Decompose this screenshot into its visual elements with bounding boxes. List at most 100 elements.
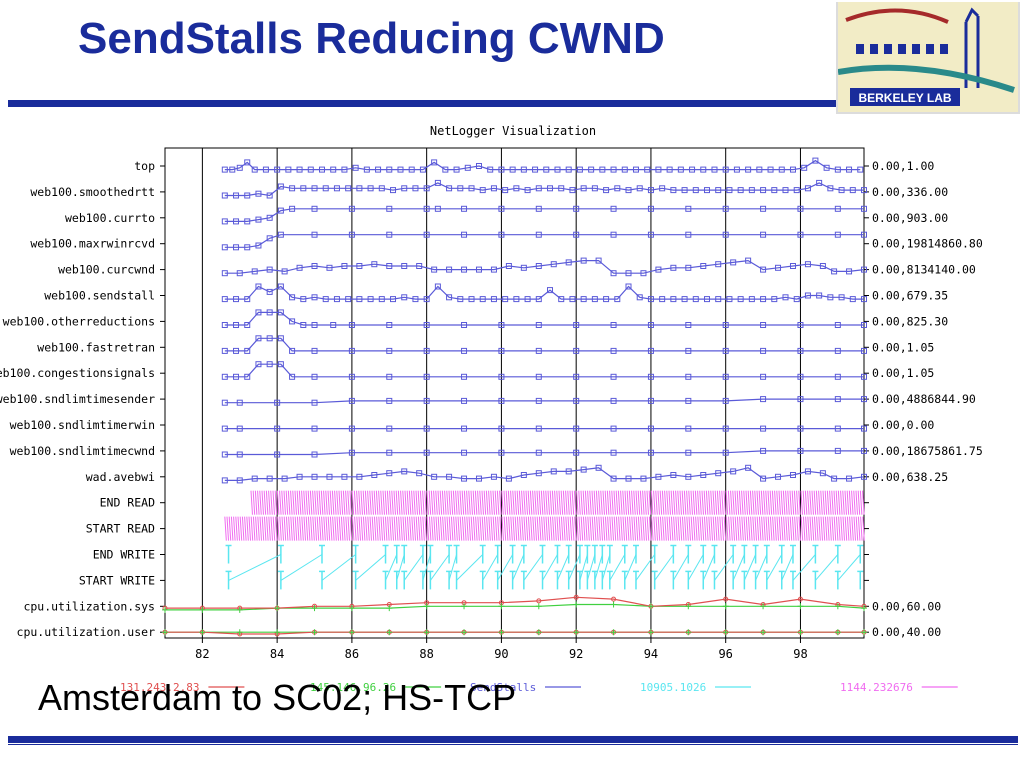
read-event	[661, 490, 665, 515]
series-marker	[311, 263, 318, 269]
read-event	[551, 490, 555, 515]
series-marker	[685, 449, 692, 456]
series-marker	[760, 187, 767, 194]
read-event	[827, 516, 830, 541]
series-marker	[498, 373, 505, 380]
read-event	[631, 490, 634, 515]
series-marker	[775, 264, 782, 271]
series-marker	[535, 347, 542, 354]
row-range: 0.00,679.35	[872, 289, 948, 303]
series-marker	[423, 397, 430, 404]
read-event	[409, 516, 412, 541]
read-event	[296, 516, 300, 541]
read-event	[640, 516, 643, 541]
cpu-green-marker	[647, 629, 654, 636]
series-marker	[363, 166, 370, 173]
read-event	[334, 490, 337, 515]
read-event	[593, 516, 597, 541]
read-event	[294, 490, 297, 515]
read-event	[730, 490, 733, 515]
chart-title: NetLogger Visualization	[430, 124, 596, 138]
read-event	[565, 516, 568, 541]
read-event	[818, 516, 821, 541]
series-marker	[846, 268, 853, 275]
series-marker	[838, 294, 845, 301]
read-event	[802, 490, 806, 515]
read-event	[725, 516, 729, 541]
series-marker	[834, 347, 841, 354]
series-marker	[797, 396, 804, 403]
series-marker	[307, 166, 314, 173]
series-marker	[498, 425, 505, 432]
cpu-red-marker	[573, 594, 579, 600]
series-marker	[345, 296, 352, 303]
series-marker	[431, 159, 438, 166]
read-event	[338, 516, 342, 541]
read-event	[758, 516, 762, 541]
read-event	[371, 516, 375, 541]
read-event	[378, 490, 381, 515]
series-marker	[345, 185, 352, 192]
series-marker	[461, 322, 468, 328]
write-connector	[396, 554, 405, 581]
read-event	[655, 490, 658, 515]
cpu-green-marker	[535, 603, 542, 610]
logo-text: BERKELEY LAB	[858, 91, 951, 105]
read-event	[501, 516, 505, 541]
read-event	[631, 516, 634, 541]
series-marker	[423, 373, 430, 380]
read-event	[747, 516, 751, 541]
read-event	[771, 490, 775, 515]
series-marker	[475, 475, 482, 482]
read-event	[325, 490, 328, 515]
series-marker	[647, 296, 654, 303]
write-connector	[448, 554, 458, 581]
write-connector	[512, 554, 525, 581]
series-marker	[535, 263, 542, 269]
series-line	[224, 450, 864, 456]
read-event	[305, 490, 308, 515]
read-event	[749, 490, 753, 515]
series-marker	[569, 296, 576, 303]
read-event	[252, 516, 256, 541]
read-event	[794, 516, 797, 541]
series-marker	[849, 296, 856, 303]
series-marker	[333, 185, 340, 192]
series-marker	[233, 296, 240, 303]
read-event	[776, 490, 779, 515]
plot-frame	[164, 147, 865, 639]
row-label: web100.maxrwinrcvd	[30, 237, 155, 251]
series-marker	[498, 166, 505, 173]
read-event	[567, 490, 570, 515]
series-marker	[475, 163, 482, 169]
series-marker	[311, 373, 318, 380]
read-event	[842, 516, 846, 541]
read-event	[576, 490, 579, 515]
series-marker	[804, 185, 811, 192]
row-range: 0.00,4886844.90	[872, 392, 976, 406]
row-label: web100.sndlimtimecwnd	[10, 444, 155, 458]
read-event	[602, 516, 606, 541]
read-event	[224, 516, 227, 541]
read-event	[376, 516, 379, 541]
read-event	[558, 516, 562, 541]
row-label: web100.congestionsignals	[0, 366, 155, 380]
series-marker	[610, 166, 617, 173]
read-event	[712, 516, 716, 541]
series-marker	[797, 447, 804, 454]
write-connector	[422, 554, 431, 581]
series-marker	[573, 347, 580, 354]
series-marker	[722, 373, 729, 380]
read-event	[283, 490, 286, 515]
read-event	[763, 516, 766, 541]
read-event	[805, 516, 808, 541]
read-event	[569, 490, 572, 515]
series-marker	[221, 192, 228, 199]
series-marker	[401, 468, 408, 475]
series-marker	[812, 157, 819, 164]
write-connector	[321, 554, 356, 581]
series-marker	[311, 347, 318, 354]
read-event	[840, 516, 843, 541]
read-event	[455, 516, 458, 541]
read-event	[360, 490, 363, 515]
